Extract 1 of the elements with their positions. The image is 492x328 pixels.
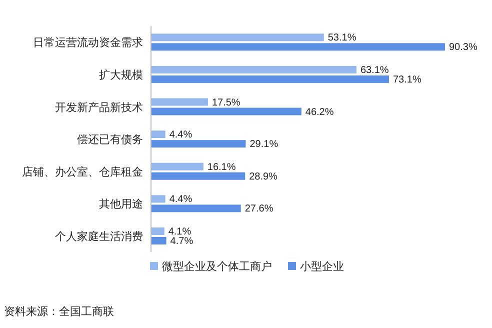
- annotation: 资料来源：全国工商联: [4, 306, 114, 318]
